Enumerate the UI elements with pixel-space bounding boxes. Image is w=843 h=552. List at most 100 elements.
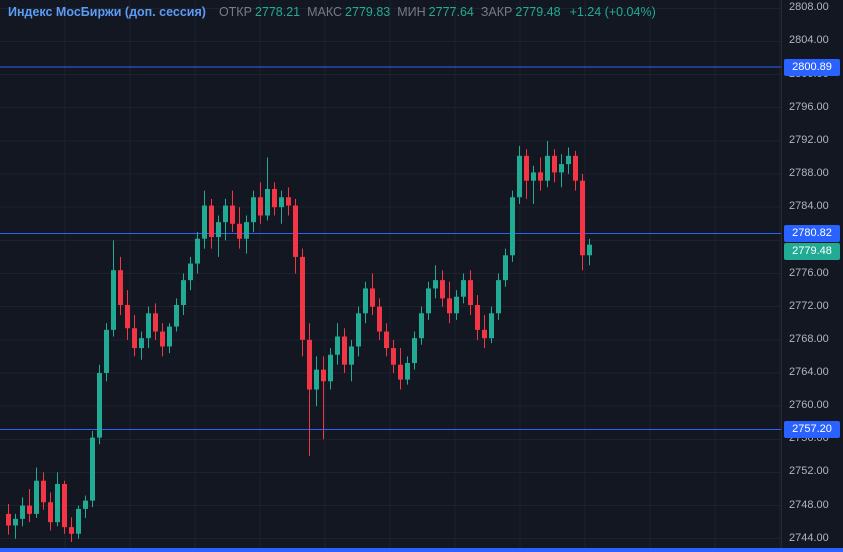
chart-legend[interactable]: Индекс МосБиржи (доп. сессия) ОТКР 2778.… [8, 5, 656, 19]
candle-body [314, 369, 319, 390]
candle-body [391, 348, 396, 365]
high-value: 2779.83 [345, 5, 391, 19]
candle-body [258, 197, 263, 216]
candle-body [272, 188, 277, 208]
candle-body [454, 296, 459, 314]
candle-body [328, 354, 333, 382]
candle-body [440, 280, 445, 299]
price-tick-label: 2764.00 [789, 365, 829, 378]
change-value: +1.24 (+0.04%) [569, 5, 656, 19]
candle-body [405, 363, 410, 380]
candle-body [286, 197, 291, 206]
close-value: 2779.48 [515, 5, 561, 19]
candle-body [167, 326, 172, 347]
candle-body [342, 336, 347, 365]
candle-body [349, 346, 354, 365]
price-tick-label: 2792.00 [789, 133, 829, 146]
high-label: МАКС [307, 5, 343, 19]
candle-body [76, 508, 81, 534]
candle-body [251, 197, 256, 223]
candle-body [370, 288, 375, 307]
price-tick-label: 2776.00 [789, 266, 829, 279]
price-tick-label: 2748.00 [789, 498, 829, 511]
price-level-badge[interactable]: 2780.82 [784, 225, 840, 243]
candle-body [300, 256, 305, 340]
price-tick-label: 2768.00 [789, 332, 829, 345]
candle-body [356, 313, 361, 347]
candle-body [545, 155, 550, 181]
low-label: МИН [397, 5, 426, 19]
price-tick-label: 2772.00 [789, 299, 829, 312]
price-tick-label: 2744.00 [789, 531, 829, 544]
candle-body [20, 505, 25, 519]
candle-body [573, 155, 578, 181]
price-level-badge[interactable]: 2757.20 [784, 420, 840, 438]
candle-body [188, 263, 193, 281]
candle-body [524, 155, 529, 181]
candle-body [34, 480, 39, 514]
candle-body [363, 288, 368, 314]
candle-body [419, 313, 424, 339]
last-price-badge[interactable]: 2779.48 [784, 242, 840, 260]
candle-body [412, 338, 417, 364]
candle-body [27, 505, 32, 514]
candle-body [202, 205, 207, 239]
candle-body [174, 305, 179, 327]
candle-body [475, 305, 480, 330]
open-label: ОТКР [218, 5, 252, 19]
candle-body [482, 329, 487, 339]
candle-body [279, 197, 284, 208]
candle-body [531, 172, 536, 181]
close-label: ЗАКР [480, 5, 513, 19]
symbol-title[interactable]: Индекс МосБиржи (доп. сессия) [8, 5, 206, 19]
candle-body [377, 306, 382, 332]
candle-body [48, 502, 53, 523]
candle-body [139, 338, 144, 349]
price-tick-label: 2804.00 [789, 34, 829, 47]
candle-body [132, 328, 137, 349]
candle-body [230, 205, 235, 224]
candle-body [307, 339, 312, 390]
candle-body [559, 164, 564, 173]
candle-body [587, 244, 592, 256]
open-value: 2778.21 [254, 5, 301, 19]
candle-body [90, 437, 95, 501]
candle-body [461, 280, 466, 297]
candle-body [265, 188, 270, 216]
candle-body [237, 223, 242, 239]
candle-body [517, 155, 522, 198]
candle-body [41, 480, 46, 503]
price-axis[interactable]: 2808.002804.002800.002796.002792.002788.… [781, 0, 843, 552]
candle-body [433, 280, 438, 289]
candle-body [13, 518, 18, 526]
candle-body [118, 270, 123, 306]
candle-body [510, 197, 515, 256]
price-level-badge[interactable]: 2800.89 [784, 58, 840, 76]
candle-body [580, 180, 585, 256]
candle-body [496, 280, 501, 314]
candle-body [447, 298, 452, 314]
candle-body [160, 331, 165, 347]
price-tick-label: 2784.00 [789, 200, 829, 213]
candle-body [468, 280, 473, 306]
candle-body [566, 155, 571, 165]
candle-body [62, 484, 67, 528]
candle-body [181, 280, 186, 306]
price-tick-label: 2752.00 [789, 465, 829, 478]
price-chart-pane[interactable] [0, 0, 781, 552]
candle-body [335, 336, 340, 355]
candle-body [6, 513, 11, 526]
candlestick-chart[interactable] [0, 0, 781, 552]
candle-body [125, 305, 130, 329]
candle-body [216, 222, 221, 238]
candle-body [146, 313, 151, 339]
price-tick-label: 2796.00 [789, 100, 829, 113]
price-tick-label: 2788.00 [789, 167, 829, 180]
candle-body [426, 288, 431, 314]
candle-body [321, 369, 326, 382]
candle-body [195, 238, 200, 264]
candle-body [398, 364, 403, 380]
candle-body [244, 222, 249, 239]
low-value: 2777.64 [428, 5, 474, 19]
candle-body [503, 255, 508, 281]
